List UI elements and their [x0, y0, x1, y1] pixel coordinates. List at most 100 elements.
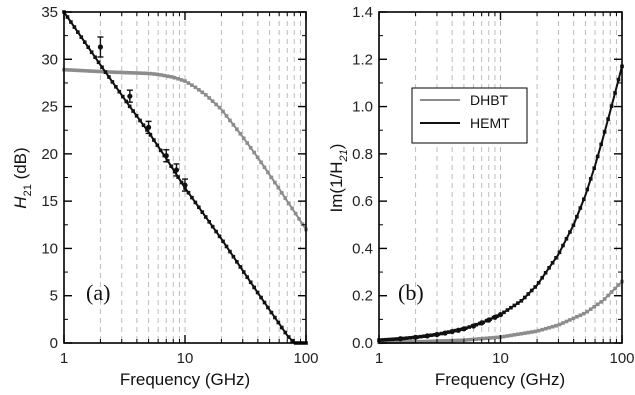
panel-b-grid: [415, 12, 617, 343]
y-tick-label: 1.2: [352, 51, 373, 68]
data-point-dhbt: [300, 222, 305, 226]
data-point-dhbt: [516, 332, 520, 337]
data-point-dhbt: [606, 293, 610, 298]
data-point-hemt: [103, 70, 108, 74]
data-point-hemt: [82, 40, 87, 44]
data-point-hemt: [536, 280, 541, 285]
data-point-hemt: [394, 337, 399, 341]
marker-hemt: [182, 182, 188, 188]
data-point-hemt: [387, 337, 392, 342]
data-point-dhbt: [203, 93, 208, 97]
panel-a-ticks: [63, 11, 307, 344]
data-point-hemt: [404, 336, 409, 340]
legend-label-hemt: HEMT: [470, 115, 510, 131]
data-point-hemt: [255, 290, 260, 295]
data-point-dhbt: [408, 340, 413, 344]
data-point-hemt: [224, 244, 229, 249]
data-point-dhbt: [165, 74, 170, 79]
data-point-hemt: [422, 334, 426, 338]
data-point-hemt: [200, 210, 205, 214]
data-point-dhbt: [193, 85, 198, 90]
marker-hemt: [163, 153, 169, 159]
data-point-dhbt: [512, 333, 517, 337]
y-tick-label: 5: [50, 288, 58, 305]
data-point-hemt: [418, 334, 423, 339]
data-point-dhbt: [69, 68, 73, 72]
data-point-hemt: [582, 197, 586, 202]
data-point-hemt: [79, 35, 84, 39]
x-tick-label: 100: [609, 350, 634, 367]
data-point-hemt: [564, 236, 569, 241]
data-point-hemt: [179, 180, 184, 185]
data-point-dhbt: [505, 334, 510, 338]
data-point-dhbt: [495, 335, 499, 340]
data-point-hemt: [141, 123, 146, 128]
data-point-dhbt: [446, 338, 451, 343]
data-point-hemt: [571, 223, 576, 228]
data-point-dhbt: [138, 71, 142, 75]
data-point-hemt: [519, 299, 524, 303]
data-point-dhbt: [86, 69, 90, 73]
data-point-hemt: [273, 315, 277, 320]
y-tick-label: 35: [41, 4, 58, 21]
panel-b-y-tick-labels: 0.0 0.2 0.4 0.6 0.8 1.0 1.2 1.4: [352, 4, 373, 352]
data-point-hemt: [96, 60, 101, 65]
data-point-hemt: [107, 75, 111, 79]
data-point-dhbt: [93, 69, 97, 74]
data-point-dhbt: [387, 340, 392, 344]
data-point-dhbt: [554, 323, 558, 328]
data-point-hemt: [228, 249, 232, 254]
data-point-dhbt: [432, 339, 437, 343]
data-point-dhbt: [425, 339, 430, 344]
data-point-hemt: [241, 270, 246, 274]
marker-hemt: [173, 167, 180, 173]
data-point-hemt: [169, 164, 173, 169]
data-point-hemt: [384, 337, 388, 342]
marker-hemt: [397, 336, 403, 342]
data-point-dhbt: [124, 70, 129, 75]
data-point-dhbt: [519, 331, 524, 336]
data-point-dhbt: [231, 123, 236, 127]
data-point-dhbt: [575, 314, 579, 319]
data-point-dhbt: [415, 339, 419, 344]
data-point-dhbt: [238, 131, 243, 136]
y-tick-label: 20: [41, 146, 58, 163]
data-point-dhbt: [488, 336, 492, 340]
data-point-hemt: [252, 285, 256, 290]
data-point-dhbt: [127, 70, 132, 75]
data-point-hemt: [526, 292, 531, 296]
data-point-dhbt: [172, 75, 177, 80]
data-point-dhbt: [540, 327, 544, 332]
data-point-hemt: [599, 142, 603, 147]
data-point-dhbt: [457, 338, 461, 343]
data-point-dhbt: [286, 201, 291, 206]
marker-hemt: [470, 323, 477, 329]
panel-b-x-axis-label: Frequency (GHz): [435, 370, 565, 389]
data-point-hemt: [176, 175, 180, 179]
panel-a-tag: (a): [86, 280, 110, 305]
data-point-dhbt: [564, 319, 569, 324]
data-point-hemt: [561, 243, 565, 248]
data-point-hemt: [380, 338, 385, 342]
data-point-dhbt: [429, 339, 433, 344]
legend-box: [411, 87, 528, 144]
data-point-dhbt: [214, 102, 218, 107]
data-point-dhbt: [585, 309, 590, 314]
panel-a: 0 5 10 15 20 25 30 35 1 10 100 (a) Frequency (GHz…: [11, 4, 319, 389]
data-point-dhbt: [107, 70, 111, 74]
data-point-dhbt: [120, 70, 125, 75]
data-point-hemt: [100, 65, 104, 70]
data-point-dhbt: [543, 326, 548, 331]
data-point-dhbt: [210, 99, 215, 103]
data-point-dhbt: [404, 340, 409, 344]
data-point-dhbt: [609, 290, 614, 294]
data-point-dhbt: [100, 69, 104, 74]
data-point-hemt: [592, 166, 597, 170]
data-point-dhbt: [72, 68, 77, 73]
data-point-dhbt: [266, 170, 270, 175]
data-point-dhbt: [463, 338, 468, 342]
data-point-dhbt: [152, 72, 156, 76]
y-tick-label: 25: [41, 99, 58, 116]
panel-a-y-axis-label: H21 (dB): [11, 147, 34, 208]
data-point-dhbt: [550, 324, 555, 329]
